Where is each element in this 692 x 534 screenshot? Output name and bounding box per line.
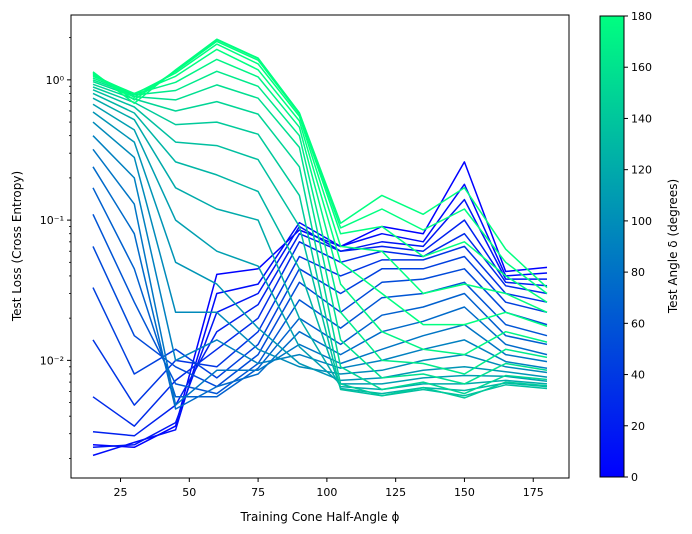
series-lines [92, 38, 548, 457]
x-tick-label-2: 75 [251, 486, 265, 499]
series-line-28 [92, 38, 548, 289]
series-line-20 [92, 83, 548, 395]
series-line-18 [92, 89, 548, 397]
colorbar-tick-label-1: 20 [631, 420, 645, 433]
x-tick-label-0: 25 [114, 486, 128, 499]
colorbar: 0 20 40 60 80 100 120 140 160 180 Test Angle δ (d… [599, 10, 680, 484]
series-line-1 [92, 183, 548, 457]
plot-frame [70, 14, 570, 479]
colorbar-tick-label-2: 40 [631, 369, 645, 382]
series-line-4 [92, 232, 548, 427]
series-line-17 [92, 92, 548, 395]
y-axis-label: Test Loss (Cross Entropy) [10, 171, 24, 322]
series-line-23 [92, 58, 548, 356]
series-line-7 [92, 246, 548, 388]
x-tick-label-6: 175 [523, 486, 544, 499]
colorbar-tick-label-0: 0 [631, 471, 638, 484]
series-line-16 [92, 97, 548, 391]
series-line-9 [92, 187, 548, 398]
x-tick-label-4: 125 [385, 486, 406, 499]
colorbar-tick-label-5: 100 [631, 215, 652, 228]
y-tick-label-2: 10⁰ [46, 74, 65, 87]
colorbar-ticks: 0 20 40 60 80 100 120 140 160 180 [624, 10, 652, 484]
series-line-21 [92, 80, 548, 385]
colorbar-tick-label-4: 80 [631, 266, 645, 279]
series-line-12 [92, 135, 548, 369]
colorbar-tick-label-9: 180 [631, 10, 652, 23]
series-line-15 [92, 103, 548, 385]
colorbar-tick-label-6: 120 [631, 164, 652, 177]
colorbar-tick-label-7: 140 [631, 112, 652, 125]
series-line-19 [92, 86, 548, 399]
x-tick-label-3: 100 [316, 486, 337, 499]
colorbar-tick-label-8: 160 [631, 61, 652, 74]
series-line-13 [92, 121, 548, 375]
x-axis-label: Training Cone Half-Angle ϕ [240, 510, 400, 524]
y-axis-ticks: 10⁻² 10⁻¹ 10⁰ [40, 37, 71, 459]
series-line-2 [92, 198, 547, 449]
series-line-14 [92, 111, 548, 382]
series-line-22 [92, 70, 548, 375]
y-tick-label-1: 10⁻¹ [40, 214, 64, 227]
x-axis-ticks: 25 50 75 100 125 150 175 [114, 478, 544, 499]
y-tick-label-0: 10⁻² [40, 354, 64, 367]
colorbar-tick-label-3: 60 [631, 317, 645, 330]
x-tick-label-5: 150 [454, 486, 475, 499]
x-tick-label-1: 50 [182, 486, 196, 499]
series-line-11 [92, 148, 548, 406]
series-line-10 [92, 166, 548, 410]
series-line-6 [92, 255, 548, 379]
colorbar-label: Test Angle δ (degrees) [666, 179, 680, 314]
colorbar-gradient [599, 15, 625, 478]
series-line-24 [92, 48, 548, 328]
